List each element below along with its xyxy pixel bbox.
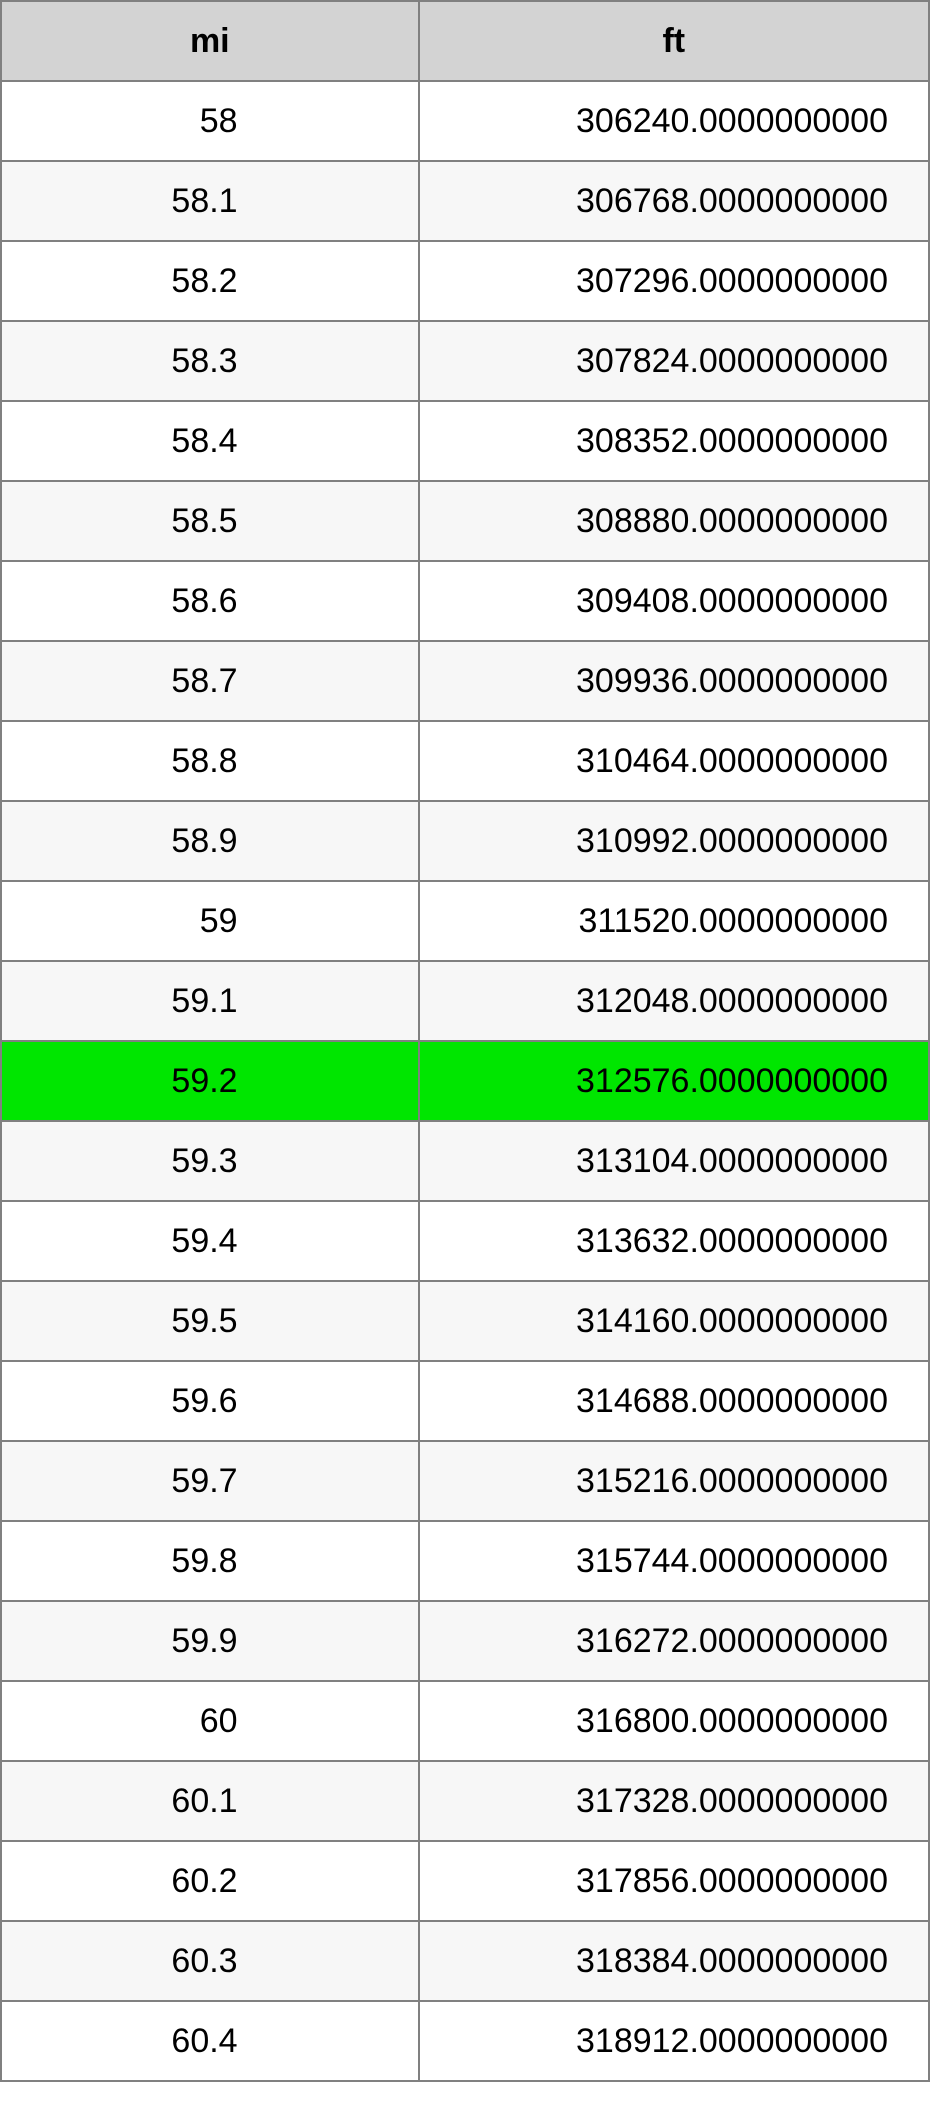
cell-ft: 314160.0000000000 [419,1281,929,1361]
cell-mi: 58 [1,81,419,161]
table-row: 58.3307824.0000000000 [1,321,929,401]
table-row: 59.8315744.0000000000 [1,1521,929,1601]
cell-ft: 317856.0000000000 [419,1841,929,1921]
cell-mi: 58.3 [1,321,419,401]
table-row: 58.2307296.0000000000 [1,241,929,321]
cell-ft: 311520.0000000000 [419,881,929,961]
cell-ft: 318384.0000000000 [419,1921,929,2001]
cell-ft: 308880.0000000000 [419,481,929,561]
table-row: 58.7309936.0000000000 [1,641,929,721]
table-row: 59.4313632.0000000000 [1,1201,929,1281]
cell-ft: 308352.0000000000 [419,401,929,481]
table-row: 58.1306768.0000000000 [1,161,929,241]
cell-mi: 58.1 [1,161,419,241]
cell-mi: 59.2 [1,1041,419,1121]
cell-mi: 60.4 [1,2001,419,2081]
cell-ft: 310992.0000000000 [419,801,929,881]
cell-mi: 60.2 [1,1841,419,1921]
cell-mi: 58.5 [1,481,419,561]
table-row: 59.6314688.0000000000 [1,1361,929,1441]
cell-mi: 58.4 [1,401,419,481]
table-row: 58.6309408.0000000000 [1,561,929,641]
table-row: 59.2312576.0000000000 [1,1041,929,1121]
cell-mi: 59.1 [1,961,419,1041]
cell-mi: 60.1 [1,1761,419,1841]
cell-ft: 316800.0000000000 [419,1681,929,1761]
cell-mi: 59 [1,881,419,961]
table-row: 58.8310464.0000000000 [1,721,929,801]
table-row: 59.3313104.0000000000 [1,1121,929,1201]
table-row: 59.1312048.0000000000 [1,961,929,1041]
table-row: 58.4308352.0000000000 [1,401,929,481]
cell-mi: 58.2 [1,241,419,321]
cell-ft: 306240.0000000000 [419,81,929,161]
table-row: 59.9316272.0000000000 [1,1601,929,1681]
cell-mi: 59.5 [1,1281,419,1361]
cell-mi: 59.7 [1,1441,419,1521]
table-row: 60.3318384.0000000000 [1,1921,929,2001]
table-row: 58.9310992.0000000000 [1,801,929,881]
cell-mi: 59.6 [1,1361,419,1441]
cell-mi: 60.3 [1,1921,419,2001]
cell-ft: 309408.0000000000 [419,561,929,641]
column-header-mi: mi [1,1,419,81]
cell-ft: 313632.0000000000 [419,1201,929,1281]
cell-mi: 58.9 [1,801,419,881]
cell-ft: 318912.0000000000 [419,2001,929,2081]
cell-ft: 310464.0000000000 [419,721,929,801]
column-header-ft: ft [419,1,929,81]
cell-ft: 313104.0000000000 [419,1121,929,1201]
cell-mi: 59.4 [1,1201,419,1281]
cell-mi: 58.6 [1,561,419,641]
table-row: 60316800.0000000000 [1,1681,929,1761]
table-row: 60.4318912.0000000000 [1,2001,929,2081]
table-row: 58306240.0000000000 [1,81,929,161]
cell-ft: 315744.0000000000 [419,1521,929,1601]
cell-ft: 315216.0000000000 [419,1441,929,1521]
cell-ft: 312576.0000000000 [419,1041,929,1121]
cell-mi: 60 [1,1681,419,1761]
cell-ft: 309936.0000000000 [419,641,929,721]
conversion-table: mi ft 58306240.000000000058.1306768.0000… [0,0,930,2082]
table-header-row: mi ft [1,1,929,81]
cell-mi: 59.3 [1,1121,419,1201]
cell-mi: 58.8 [1,721,419,801]
cell-ft: 306768.0000000000 [419,161,929,241]
cell-ft: 307296.0000000000 [419,241,929,321]
cell-ft: 307824.0000000000 [419,321,929,401]
table-row: 60.1317328.0000000000 [1,1761,929,1841]
table-body: 58306240.000000000058.1306768.0000000000… [1,81,929,2081]
cell-mi: 59.9 [1,1601,419,1681]
conversion-table-container: mi ft 58306240.000000000058.1306768.0000… [0,0,930,2082]
table-row: 58.5308880.0000000000 [1,481,929,561]
cell-mi: 58.7 [1,641,419,721]
cell-mi: 59.8 [1,1521,419,1601]
table-row: 59.7315216.0000000000 [1,1441,929,1521]
cell-ft: 312048.0000000000 [419,961,929,1041]
cell-ft: 314688.0000000000 [419,1361,929,1441]
table-row: 60.2317856.0000000000 [1,1841,929,1921]
table-row: 59311520.0000000000 [1,881,929,961]
cell-ft: 317328.0000000000 [419,1761,929,1841]
cell-ft: 316272.0000000000 [419,1601,929,1681]
table-row: 59.5314160.0000000000 [1,1281,929,1361]
